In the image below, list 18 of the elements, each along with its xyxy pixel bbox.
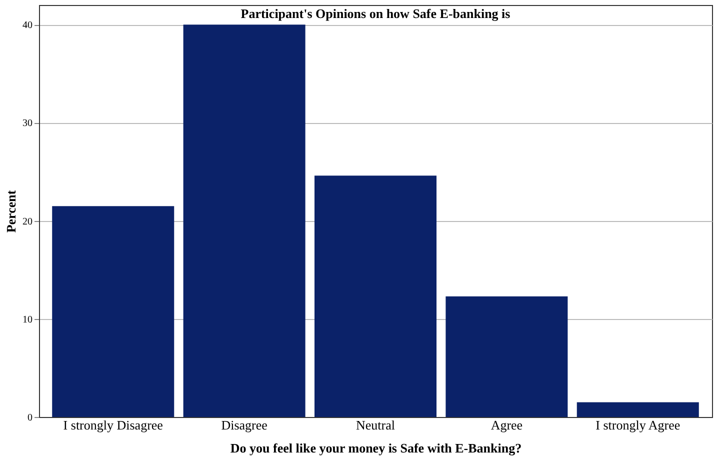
x-tick-label: I strongly Disagree	[63, 418, 164, 432]
y-tick-label: 10	[22, 314, 32, 326]
chart-title: Participant's Opinions on how Safe E-banking is	[240, 6, 510, 21]
y-tick-label: 40	[22, 20, 32, 32]
bar	[314, 176, 437, 417]
bar	[576, 402, 699, 417]
x-tick-label: I strongly Agree	[596, 418, 680, 432]
x-axis-title: Do you feel like your money is Safe with E-Banking?	[230, 440, 522, 456]
x-tick-label: Disagree	[221, 418, 268, 432]
y-axis-title: Percent	[4, 190, 18, 233]
x-tick-label: Agree	[490, 418, 523, 432]
x-tick-label: Neutral	[356, 418, 396, 432]
bar	[183, 24, 306, 417]
y-tick-label: 20	[22, 216, 32, 228]
bar	[446, 296, 568, 417]
y-tick-label: 30	[22, 118, 32, 130]
y-tick-label: 0	[28, 412, 32, 424]
bar	[52, 206, 174, 417]
